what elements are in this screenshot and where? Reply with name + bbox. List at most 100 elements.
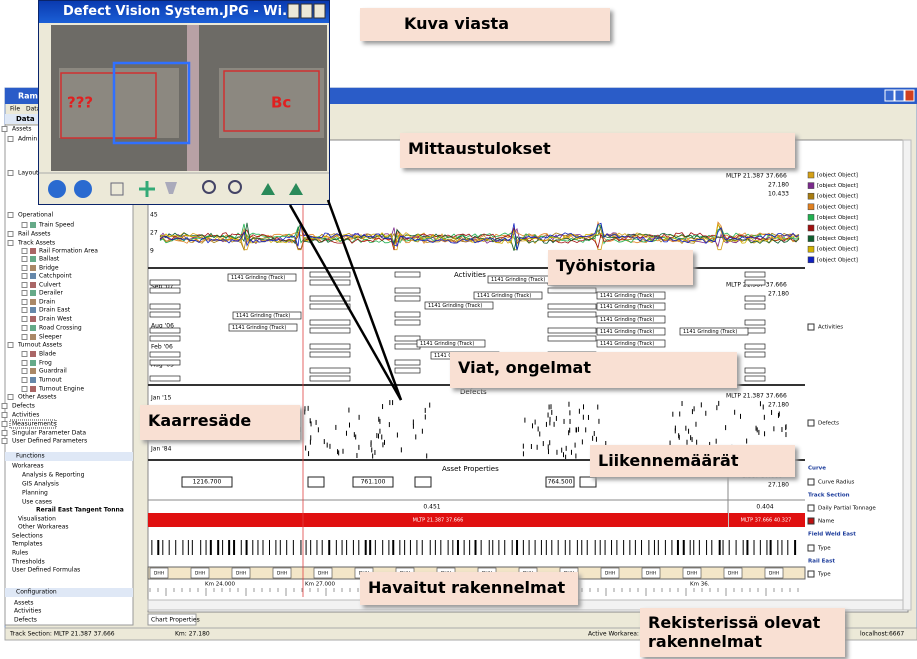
rail-box: [600, 567, 620, 579]
side-label: Curve: [808, 466, 826, 472]
side-label: Curve Radius: [818, 480, 855, 486]
tree-item[interactable]: Culvert: [39, 282, 61, 289]
tab: [147, 613, 197, 626]
tab-label: Chart Properties: [151, 617, 200, 624]
axis-label: 9: [150, 248, 154, 255]
activity-bar: [744, 343, 766, 350]
tree-expander: [1, 403, 8, 409]
tree-item[interactable]: Activities: [12, 412, 39, 419]
tree-item[interactable]: Train Speed: [38, 222, 74, 229]
tree-item[interactable]: Singular Parameter Data: [12, 430, 86, 437]
popup-window[interactable]: Defect Vision System.JPG - Wi... ??? Bc: [38, 0, 330, 205]
tool-button[interactable]: [165, 182, 177, 194]
checkbox[interactable]: [807, 323, 815, 331]
callout: Havaitut rakennelmat: [360, 572, 578, 605]
tree-item[interactable]: Derailer: [39, 290, 63, 297]
tree-item[interactable]: Road Crossing: [39, 325, 82, 332]
tree-item[interactable]: Guardrail: [39, 368, 67, 375]
curve-box: [307, 476, 325, 488]
tree-item[interactable]: Turnout Engine: [38, 386, 84, 393]
minimize[interactable]: [287, 3, 300, 19]
function-item: Other Workareas: [18, 524, 69, 531]
checkbox[interactable]: [807, 419, 815, 427]
rotate-button[interactable]: [289, 183, 303, 195]
axis-label: Sep '07: [151, 284, 174, 291]
tree-expander: [21, 316, 28, 322]
km-label: Km 36.: [690, 582, 710, 588]
activity-box: [596, 302, 666, 311]
tree-item[interactable]: Drain: [39, 299, 55, 306]
checkbox[interactable]: [807, 478, 815, 486]
zoom-out-button[interactable]: [228, 180, 242, 194]
activity-bar: [309, 319, 351, 326]
config-item: Activities: [14, 608, 41, 615]
callout: Liikennemäärät: [590, 445, 795, 477]
tree-item[interactable]: Rail Formation Area: [39, 248, 98, 255]
function-item: User Defined Formulas: [12, 567, 80, 574]
legend-swatch: [807, 245, 815, 253]
tree-item[interactable]: Layout: [18, 170, 39, 177]
activity-label: 1141 Grinding (Track): [600, 293, 654, 299]
detect-box: [223, 70, 320, 132]
side-label: Activities: [818, 325, 843, 331]
rotate-button[interactable]: [261, 183, 275, 195]
rail-label: DHH: [769, 571, 779, 577]
activity-bar: [394, 367, 421, 374]
maximize[interactable]: [300, 3, 313, 19]
tree-item[interactable]: Rail Assets: [18, 231, 50, 238]
panel-title: Configuration: [16, 589, 57, 596]
axis-label: Jan '84: [150, 446, 172, 453]
tree-item[interactable]: Drain West: [39, 316, 73, 323]
callout: Työhistoria: [548, 250, 693, 285]
checkbox[interactable]: [807, 517, 815, 525]
callout: Mittaustulokset: [400, 133, 795, 168]
tree-item[interactable]: Sleeper: [39, 334, 62, 341]
tree-item[interactable]: Turnout Assets: [17, 342, 62, 349]
tree-item[interactable]: Catchpoint: [39, 273, 72, 280]
tree-item[interactable]: Turnout: [38, 377, 62, 384]
tree-item[interactable]: Other Assets: [18, 394, 56, 401]
tree-expander: [1, 430, 8, 436]
tree-item[interactable]: Measurements: [12, 421, 56, 428]
legend-swatch: [807, 224, 815, 232]
activity-bar: [309, 295, 351, 302]
activity-label: 1141 Grinding (Track): [231, 275, 285, 281]
next-button[interactable]: [74, 180, 92, 198]
checkbox[interactable]: [807, 504, 815, 512]
tree-item[interactable]: Admin: [18, 136, 37, 143]
rail-box: [149, 567, 169, 579]
tree-item[interactable]: Operational: [18, 212, 54, 219]
tree-item[interactable]: Assets: [12, 126, 32, 133]
activity-bar: [744, 279, 766, 286]
activity-bar: [149, 351, 181, 358]
tree-icon: [30, 299, 36, 305]
close[interactable]: [313, 3, 326, 19]
tree-expander: [21, 351, 28, 357]
tree-item[interactable]: Bridge: [39, 265, 59, 272]
rail-box: [231, 567, 251, 579]
activity-bar: [394, 311, 421, 318]
prev-button[interactable]: [48, 180, 66, 198]
km-label: Km 24.000: [205, 582, 235, 588]
window-button: [894, 89, 905, 102]
tree-item[interactable]: Drain East: [39, 307, 71, 314]
pan-button[interactable]: [139, 181, 155, 197]
rail-label: DHH: [605, 571, 615, 577]
checkbox[interactable]: [807, 570, 815, 578]
zoom-in-button[interactable]: [202, 180, 216, 194]
tree-expander: [21, 282, 28, 288]
tree-item[interactable]: Ballast: [39, 256, 60, 263]
fit-button[interactable]: [110, 182, 124, 196]
tree-item[interactable]: Track Assets: [17, 240, 55, 247]
tree-item[interactable]: Blade: [39, 351, 56, 358]
activity-bar: [149, 303, 181, 310]
legend-label: [object Object]: [817, 183, 858, 189]
axis-label: Aug '06: [151, 323, 174, 330]
activity-bar: [394, 359, 421, 366]
checkbox[interactable]: [807, 544, 815, 552]
activity-bar: [744, 319, 766, 326]
tree-item[interactable]: Frog: [39, 360, 52, 367]
tree-item[interactable]: User Defined Parameters: [12, 438, 87, 445]
legend-swatch: [807, 256, 815, 264]
tree-item[interactable]: Defects: [12, 403, 35, 410]
